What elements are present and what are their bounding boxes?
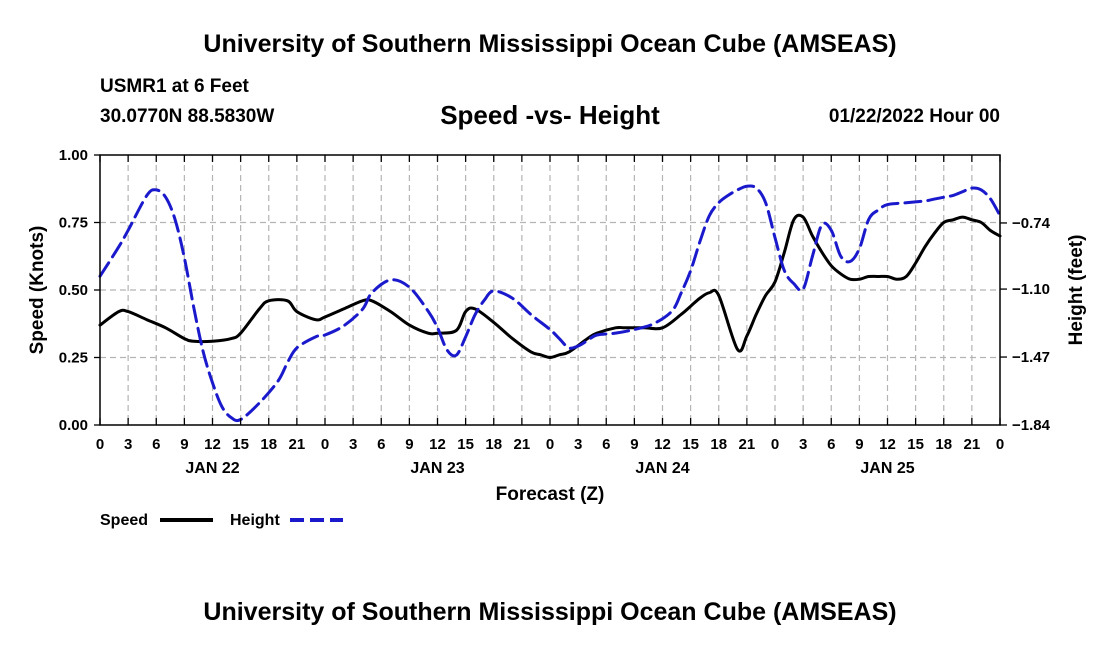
x-tick-label: 15: [232, 436, 249, 453]
x-tick-label: 6: [827, 436, 835, 453]
x-tick-label: 3: [124, 436, 132, 453]
y-tick-label-right: −0.74: [1012, 215, 1051, 232]
x-tick-label: 15: [682, 436, 699, 453]
x-tick-label: 0: [321, 436, 329, 453]
x-tick-label: 15: [457, 436, 474, 453]
legend-speed-label: Speed: [100, 512, 148, 529]
y-tick-label-right: −1.47: [1012, 349, 1050, 366]
x-tick-label: 18: [485, 436, 502, 453]
series-line-speed: [98, 213, 1002, 359]
x-tick-label: 3: [349, 436, 357, 453]
x-tick-label: 3: [574, 436, 582, 453]
x-tick-label: 0: [996, 436, 1004, 453]
x-day-label: JAN 22: [185, 460, 239, 477]
x-day-label: JAN 25: [860, 460, 914, 477]
page-title: University of Southern Mississippi Ocean…: [203, 30, 897, 58]
x-tick-label: 12: [429, 436, 446, 453]
x-tick-label: 0: [96, 436, 104, 453]
y-tick-label-right: −1.84: [1012, 417, 1051, 434]
x-day-label: JAN 23: [410, 460, 464, 477]
ticks-layer: [94, 154, 1007, 426]
tick-labels-layer: 0 3 6 9 12 15 18 21 0 3 6 9 12 15 18 21 0 3 6 9 12 15 18 21 0 3 6 9…: [59, 147, 1051, 477]
x-tick-label: 9: [180, 436, 188, 453]
station-label: USMR1 at 6 Feet: [100, 76, 249, 97]
coordinates-label: 30.0770N 88.5830W: [100, 106, 275, 127]
x-tick-label: 6: [602, 436, 610, 453]
forecast-datetime: 01/22/2022 Hour 00: [828, 106, 1000, 127]
x-tick-label: 12: [654, 436, 671, 453]
x-tick-label: 18: [260, 436, 277, 453]
x-tick-label: 9: [405, 436, 413, 453]
x-tick-label: 3: [799, 436, 807, 453]
y-axis-label-right: Height (feet): [1066, 235, 1087, 346]
y-tick-label-left: 0.00: [59, 417, 88, 434]
x-tick-label: 15: [907, 436, 924, 453]
x-tick-label: 6: [377, 436, 385, 453]
series-line-height: [98, 184, 1002, 423]
x-tick-label: 12: [204, 436, 221, 453]
y-tick-label-right: −1.10: [1012, 281, 1050, 298]
chart-title: Speed -vs- Height: [440, 100, 660, 130]
x-tick-label: 21: [289, 436, 306, 453]
x-tick-label: 18: [710, 436, 727, 453]
x-tick-label: 18: [935, 436, 952, 453]
x-tick-label: 0: [546, 436, 554, 453]
x-tick-label: 6: [152, 436, 160, 453]
x-tick-label: 21: [514, 436, 531, 453]
y-tick-label-left: 0.75: [59, 215, 88, 232]
legend: Speed Height: [100, 512, 343, 529]
y-axis-label-left: Speed (Knots): [27, 226, 48, 355]
legend-height-label: Height: [230, 512, 280, 529]
x-day-label: JAN 24: [635, 460, 689, 477]
y-tick-label-left: 0.50: [59, 282, 88, 299]
grid-layer: [100, 155, 1000, 425]
footer-title: University of Southern Mississippi Ocean…: [203, 598, 897, 626]
x-tick-label: 21: [739, 436, 756, 453]
x-tick-label: 12: [879, 436, 896, 453]
x-tick-label: 9: [855, 436, 863, 453]
y-tick-label-left: 0.25: [59, 350, 88, 367]
series-layer: [98, 184, 1002, 423]
x-tick-label: 0: [771, 436, 779, 453]
y-tick-label-left: 1.00: [59, 147, 88, 164]
x-tick-label: 9: [630, 436, 638, 453]
x-tick-label: 21: [964, 436, 981, 453]
x-axis-label: Forecast (Z): [496, 484, 605, 505]
